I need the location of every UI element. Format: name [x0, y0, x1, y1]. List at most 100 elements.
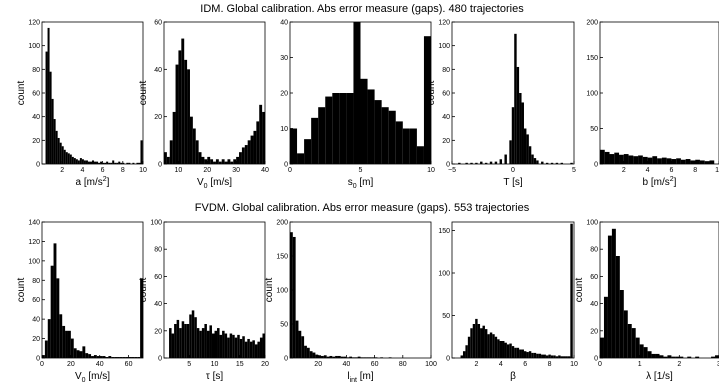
- histogram-bar: [323, 355, 327, 358]
- histogram-bar: [570, 223, 573, 358]
- x-tick-label: 2: [474, 361, 478, 368]
- y-tick-label: 120: [28, 20, 40, 27]
- x-tick-label: 0: [288, 167, 292, 174]
- row-title-fvdm: FVDM. Global calibration. Abs error meas…: [195, 202, 530, 214]
- histogram-bar: [199, 330, 202, 358]
- histogram-bar: [667, 355, 672, 358]
- histogram-bar: [619, 290, 624, 358]
- histogram-bar: [122, 162, 125, 164]
- histogram-bar: [309, 351, 313, 358]
- row-title-idm: IDM. Global calibration. Abs error measu…: [200, 3, 524, 15]
- histogram-bar: [321, 355, 324, 358]
- y-tick-label: 150: [276, 254, 288, 261]
- histogram-bar: [329, 355, 333, 358]
- histogram-bar: [234, 337, 238, 358]
- histogram-bar: [623, 310, 628, 358]
- histogram-bar: [262, 111, 265, 164]
- histogram-bar: [555, 162, 559, 164]
- histogram-bar: [239, 152, 242, 164]
- y-tick-label: 0: [446, 356, 450, 363]
- histogram-bar: [111, 357, 115, 358]
- histogram-bar: [511, 107, 515, 164]
- histogram-bar: [489, 332, 493, 358]
- histogram-bar: [187, 69, 190, 164]
- histogram-bar: [628, 155, 634, 164]
- histogram-bar: [79, 158, 82, 164]
- histogram-panel: 5 10 15 20 0 20 40 60 80 100 τ [s] count: [138, 220, 269, 383]
- y-tick-label: 80: [32, 67, 40, 74]
- histogram-bar: [523, 351, 527, 358]
- histogram-bar: [315, 354, 319, 358]
- histogram-bar: [318, 107, 326, 164]
- histogram-bar: [502, 341, 505, 358]
- x-tick-label: 15: [236, 361, 244, 368]
- histogram-bar: [638, 155, 643, 164]
- histogram-bar: [663, 356, 668, 358]
- histogram-bar: [166, 156, 170, 164]
- histogram-bar: [112, 160, 115, 164]
- histogram-bar: [242, 336, 245, 358]
- histogram-bar: [120, 162, 123, 164]
- histogram-bar: [494, 161, 498, 164]
- y-tick-label: 0: [284, 162, 288, 169]
- histogram-bar: [360, 78, 368, 164]
- histogram-bar: [236, 156, 240, 164]
- y-tick-label: 150: [438, 228, 450, 235]
- y-tick-label: 140: [28, 220, 40, 227]
- x-tick-label: 100: [425, 361, 437, 368]
- histogram-bar: [215, 159, 219, 164]
- y-tick-label: 80: [442, 67, 450, 74]
- histogram-bar: [259, 337, 263, 358]
- histogram-bar: [685, 159, 691, 164]
- histogram-bar: [675, 356, 680, 358]
- x-tick-label: 6: [523, 361, 527, 368]
- x-tick-label: 4: [499, 361, 503, 368]
- x-axis-label: b [m/s2]: [643, 176, 677, 188]
- histogram-bar: [214, 330, 218, 358]
- histogram-bar: [416, 146, 424, 164]
- x-tick-label: 10: [427, 167, 435, 174]
- histogram-bar: [647, 157, 653, 164]
- y-tick-label: 100: [586, 91, 598, 98]
- histogram-bar: [85, 160, 88, 164]
- histogram-bar: [195, 140, 199, 164]
- histogram-bar: [550, 162, 554, 164]
- y-tick-label: 20: [590, 328, 598, 335]
- histogram-bar: [244, 145, 248, 164]
- histogram-bar: [311, 117, 319, 164]
- histogram-bar: [140, 140, 143, 164]
- histogram-bar: [194, 317, 197, 358]
- histogram-bar: [306, 347, 310, 358]
- x-tick-label: 6: [101, 167, 105, 174]
- histogram-bar: [484, 329, 488, 358]
- histogram-bar: [715, 355, 719, 358]
- histogram-bar: [79, 351, 83, 358]
- y-tick-label: 60: [442, 91, 450, 98]
- x-tick-label: 40: [261, 167, 269, 174]
- y-axis-label: count: [264, 278, 275, 303]
- histogram-bar: [73, 158, 76, 164]
- x-tick-label: 10: [139, 167, 147, 174]
- histogram-bar: [671, 356, 676, 358]
- histogram-bar: [343, 356, 347, 358]
- histogram-bar: [98, 162, 101, 164]
- histogram-bar: [516, 66, 520, 164]
- histogram-bar: [172, 111, 176, 164]
- histogram-bar: [89, 161, 92, 164]
- histogram-bar: [381, 107, 389, 164]
- x-tick-label: 3: [717, 361, 719, 368]
- histogram-bar: [465, 162, 468, 164]
- histogram-bar: [335, 355, 338, 358]
- histogram-bar: [482, 325, 485, 358]
- axes-frame: [599, 21, 719, 165]
- y-axis-label: count: [138, 278, 149, 303]
- y-tick-label: 60: [154, 274, 162, 281]
- y-tick-label: 100: [438, 271, 450, 278]
- histogram-bar: [164, 152, 167, 164]
- histogram-bar: [91, 160, 95, 164]
- histogram-bar: [247, 338, 250, 358]
- histogram-bar: [206, 330, 210, 358]
- histogram-bar: [541, 354, 544, 358]
- histogram-bar: [83, 160, 86, 164]
